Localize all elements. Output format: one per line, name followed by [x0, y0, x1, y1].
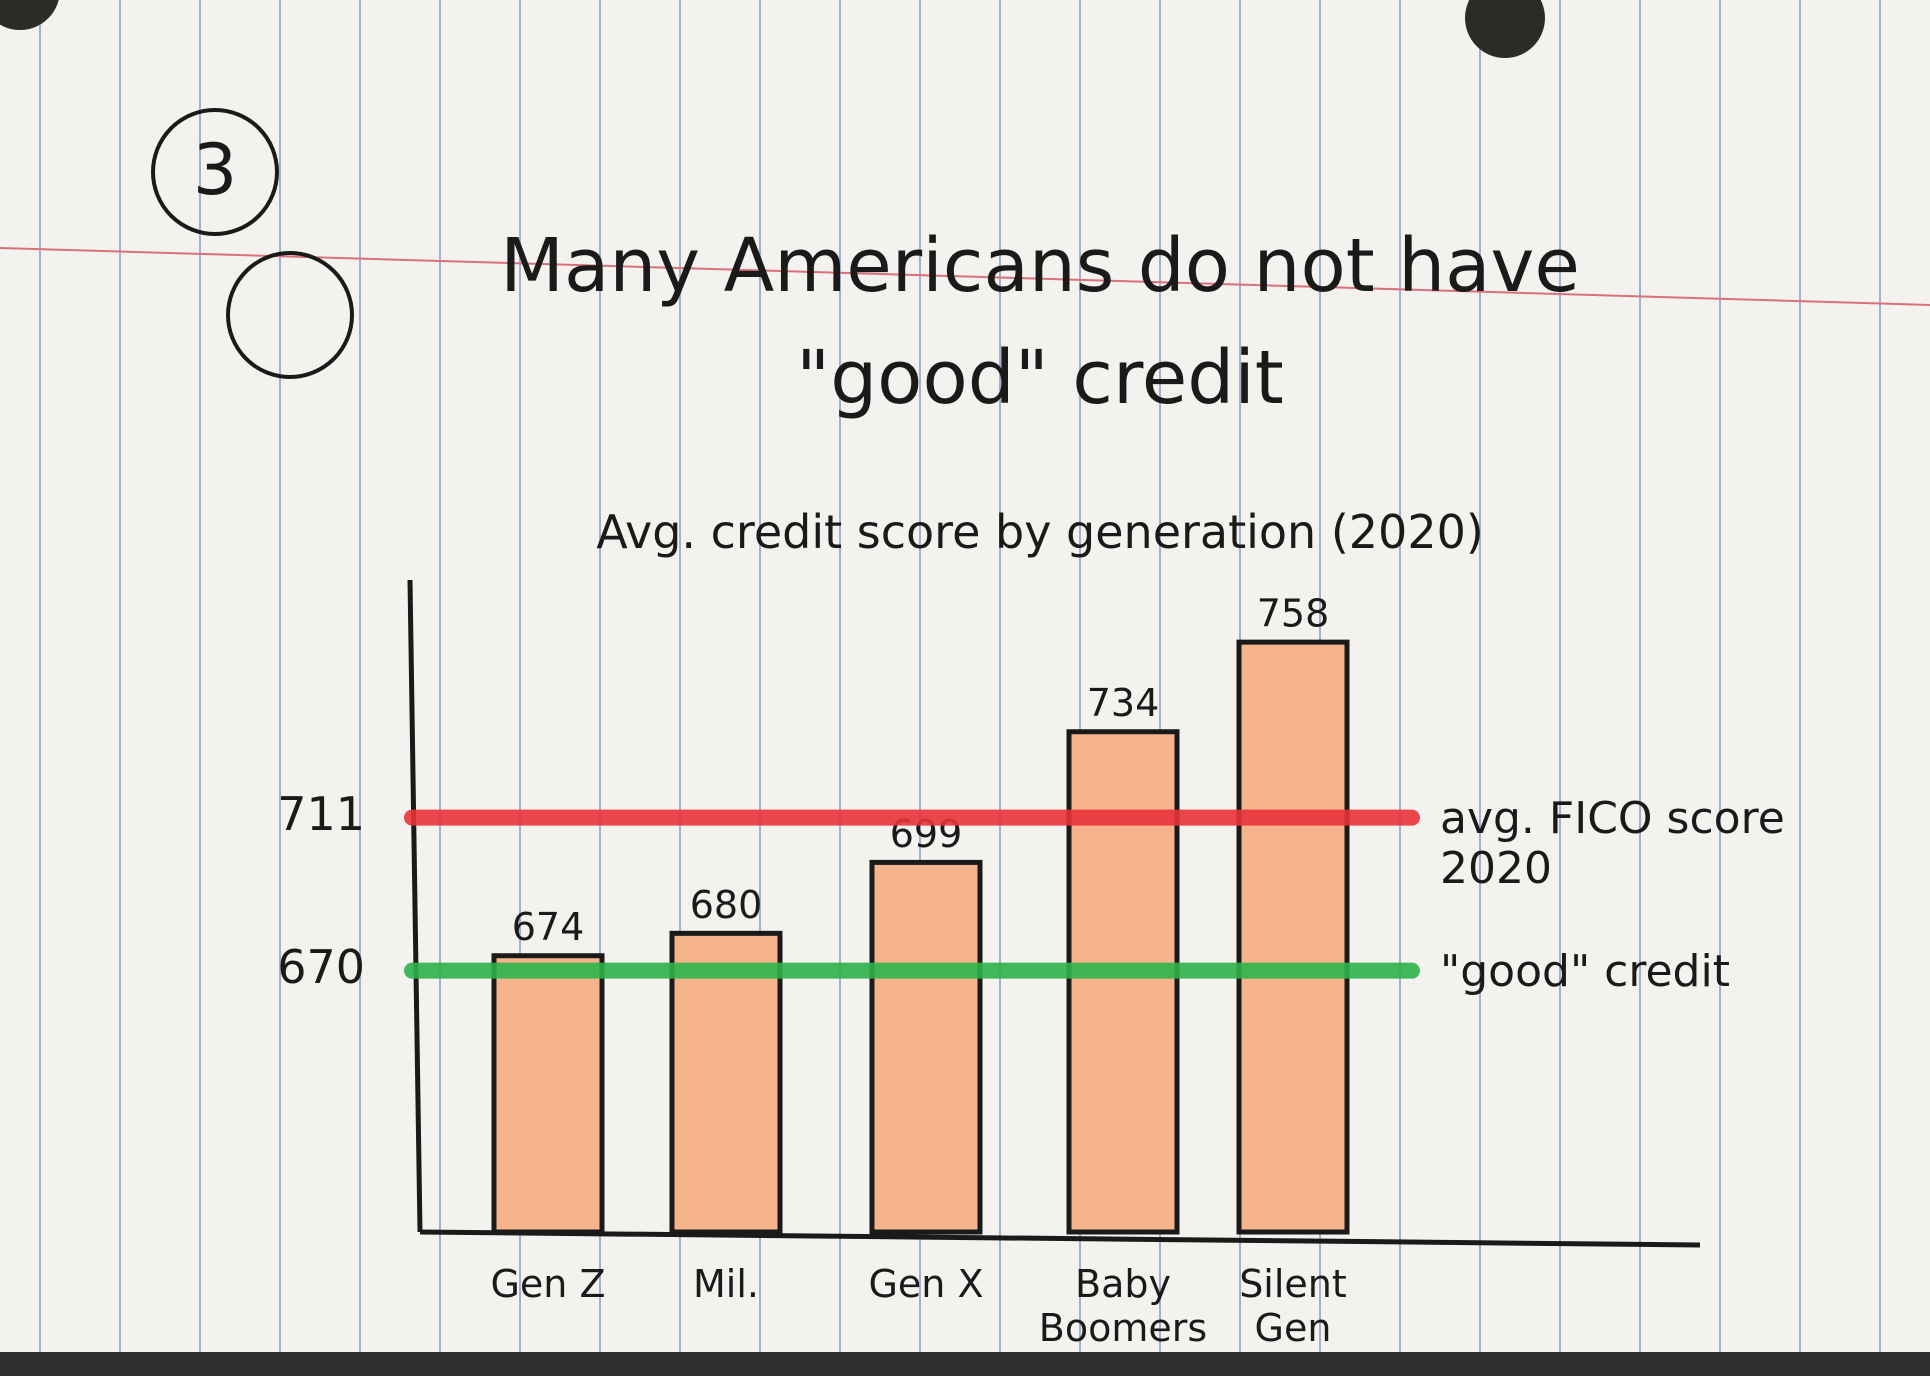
value-label: 758 — [1257, 592, 1330, 636]
reference-label: "good" credit — [1440, 945, 1730, 997]
y-tick-label: 711 — [277, 787, 365, 841]
value-label: 734 — [1087, 681, 1160, 725]
x-axis — [419, 1229, 1701, 1248]
value-label: 674 — [512, 905, 585, 949]
bar — [1066, 729, 1180, 1235]
value-label: 680 — [690, 883, 763, 927]
x-tick-label: Baby Boomers — [1038, 1262, 1208, 1350]
bar — [491, 953, 605, 1235]
scribble — [226, 251, 354, 379]
annotation: 3 — [193, 129, 238, 211]
annotation-circle — [151, 108, 279, 236]
reference-label: avg. FICO score 2020 — [1440, 792, 1785, 894]
table-edge — [0, 1352, 1930, 1376]
y-axis — [407, 579, 423, 1233]
bar — [869, 859, 983, 1235]
chart-subtitle: Avg. credit score by generation (2020) — [596, 505, 1484, 559]
punch-hole — [1465, 0, 1545, 58]
x-tick-label: Gen X — [868, 1262, 984, 1306]
y-tick-label: 670 — [277, 940, 365, 994]
bar — [669, 930, 783, 1235]
bar — [1236, 639, 1350, 1235]
punch-hole — [0, 0, 59, 30]
x-tick-label: Silent Gen — [1239, 1262, 1347, 1350]
chart-title: Many Americans do not have "good" credit — [500, 223, 1580, 421]
margin-line — [0, 247, 1930, 306]
x-tick-label: Mil. — [693, 1262, 759, 1306]
x-tick-label: Gen Z — [490, 1262, 606, 1306]
